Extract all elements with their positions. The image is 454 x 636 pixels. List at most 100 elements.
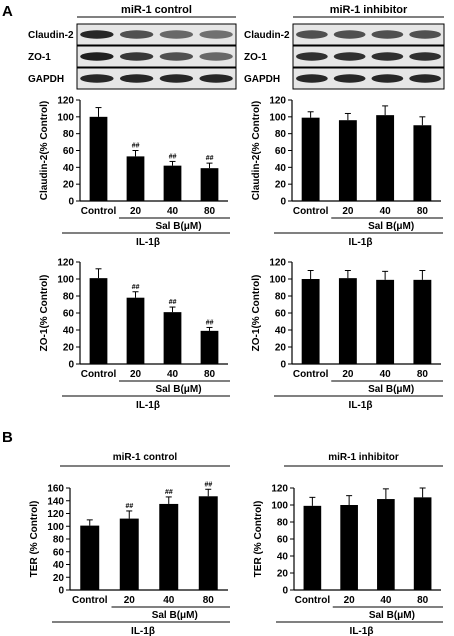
y-tick-label: 20 [63,180,75,191]
y-tick-label: 100 [57,275,74,286]
significance-mark: ## [165,489,173,496]
y-tick-label: 0 [68,197,74,208]
x-tick-label: Control [81,206,117,217]
y-tick-label: 120 [57,258,74,269]
blot-band [80,52,114,61]
x-tick-label: 20 [344,595,356,606]
y-tick-label: 40 [63,326,75,337]
significance-mark: ## [132,143,140,150]
blot-panel: miR-1 inhibitor Claudin-2 ZO-1 GAPDH [244,4,445,90]
treatment-label: Sal B(μM) [152,610,198,621]
y-tick-label: 80 [63,292,75,303]
bar [338,120,357,201]
bar-chart: 0 20 40 60 80 100 120 Claudin-2(% Control) Contr… [251,96,443,248]
panel-label-a: A [2,3,13,20]
blot-band [409,52,441,61]
y-tick-label: 120 [269,96,286,107]
x-tick-label: 40 [380,206,392,217]
bar [198,496,218,590]
blot-band [119,74,154,83]
blot-band [296,74,328,83]
y-tick-label: 0 [282,586,288,597]
treatment-label: Sal B(μM) [155,384,201,395]
x-tick-label: Control [295,595,331,606]
bar [89,278,108,364]
bar [413,279,432,364]
blot-band [296,30,328,39]
bar [413,497,432,590]
blot-strip [292,67,445,90]
treatment-label: Sal B(μM) [368,221,414,232]
blot-group-label: miR-1 control [121,4,192,16]
significance-mark: ## [169,153,177,160]
significance-mark: ## [206,319,214,326]
y-tick-label: 40 [275,163,287,174]
significance-mark: ## [125,503,133,510]
bar [89,116,108,201]
y-tick-label: 40 [53,560,65,571]
significance-mark: ## [204,481,212,488]
blot-strip [76,45,237,68]
y-tick-label: 80 [275,129,287,140]
blot-strip [76,67,237,90]
y-tick-label: 120 [271,484,288,495]
treatment-label: Sal B(μM) [155,221,201,232]
blot-row-label: ZO-1 [28,52,51,63]
bar-chart: 0 20 40 60 80 100 120 ZO-1(% Control) Control 20 4… [251,258,443,411]
blot-band [371,30,404,39]
blot-band [371,52,404,61]
x-tick-label: 80 [204,369,216,380]
y-tick-label: 120 [57,96,74,107]
bar [340,505,358,590]
y-tick-label: 60 [63,309,75,320]
y-tick-label: 60 [275,146,287,157]
bar [159,503,179,590]
bar [119,518,139,590]
bar [413,125,432,201]
significance-mark: ## [132,284,140,291]
y-tick-label: 0 [58,586,64,597]
y-tick-label: 20 [275,180,287,191]
y-axis-label: ZO-1(% Control) [251,275,262,352]
bar [301,279,320,364]
blot-row-label: Claudin-2 [244,30,290,41]
x-tick-label: 80 [417,206,429,217]
x-tick-label: 20 [124,595,136,606]
y-axis-label: Claudin-2(% Control) [39,101,50,200]
x-tick-label: 40 [167,369,179,380]
blot-band [119,52,154,61]
blot-row-label: Claudin-2 [28,30,74,41]
x-tick-label: 40 [380,595,392,606]
bar [301,117,320,201]
x-axis-label: IL-1β [349,400,373,411]
blot-band [333,52,366,61]
bar [200,168,219,201]
significance-mark: ## [206,155,214,162]
bar [200,330,219,364]
x-axis-label: IL-1β [136,237,160,248]
x-tick-label: 20 [130,369,142,380]
y-tick-label: 80 [277,518,289,529]
x-axis-label: IL-1β [350,626,374,636]
x-tick-label: Control [81,369,117,380]
blot-band [409,74,441,83]
blot-band [159,30,194,39]
blot-band [80,74,114,83]
blot-row-label: GAPDH [244,74,280,85]
chart-title: miR-1 control [113,452,178,463]
bar-chart: 0 20 40 60 80 100 120 ZO-1(% Control) Control ## 2… [39,258,230,411]
blot-band [333,30,366,39]
bar [377,499,395,590]
y-tick-label: 100 [57,112,74,123]
blot-band [296,52,328,61]
x-axis-label: IL-1β [131,626,155,636]
y-tick-label: 0 [280,197,286,208]
y-tick-label: 80 [53,535,65,546]
y-tick-label: 40 [277,552,289,563]
y-tick-label: 60 [53,547,65,558]
y-tick-label: 160 [47,484,64,495]
y-tick-label: 120 [269,258,286,269]
